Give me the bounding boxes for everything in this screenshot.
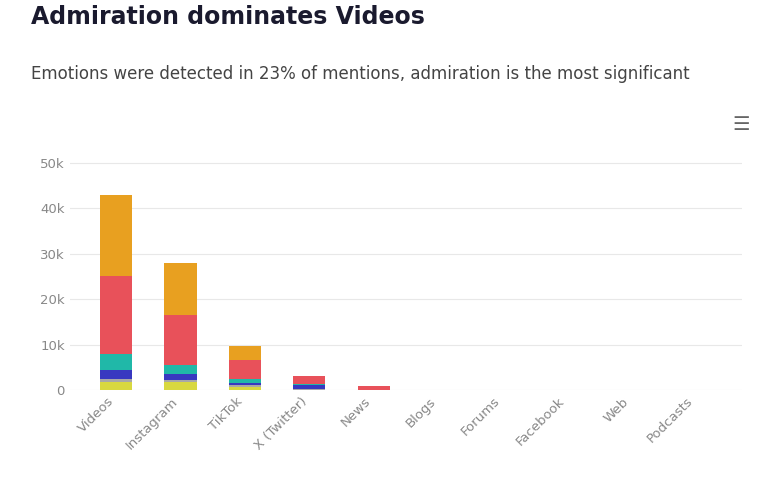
Bar <box>229 385 261 387</box>
Bar <box>100 276 132 353</box>
Bar <box>100 370 132 378</box>
Bar <box>100 378 132 382</box>
Bar <box>165 382 196 390</box>
Bar <box>293 385 325 389</box>
Bar <box>229 382 261 385</box>
Bar <box>100 354 132 370</box>
Bar <box>100 382 132 390</box>
Bar <box>165 315 196 365</box>
Bar <box>100 194 132 276</box>
Bar <box>358 386 390 390</box>
Bar <box>165 374 196 380</box>
Bar <box>293 384 325 385</box>
Bar <box>165 380 196 382</box>
Bar <box>293 376 325 384</box>
Bar <box>165 365 196 374</box>
Bar <box>293 389 325 390</box>
Text: Emotions were detected in 23% of mentions, admiration is the most significant: Emotions were detected in 23% of mention… <box>31 65 690 83</box>
Bar <box>229 360 261 380</box>
Text: Admiration dominates Videos: Admiration dominates Videos <box>31 5 425 29</box>
Bar <box>165 262 196 315</box>
Bar <box>229 346 261 360</box>
Bar <box>229 387 261 390</box>
Bar <box>229 380 261 382</box>
Text: ☰: ☰ <box>732 115 750 134</box>
